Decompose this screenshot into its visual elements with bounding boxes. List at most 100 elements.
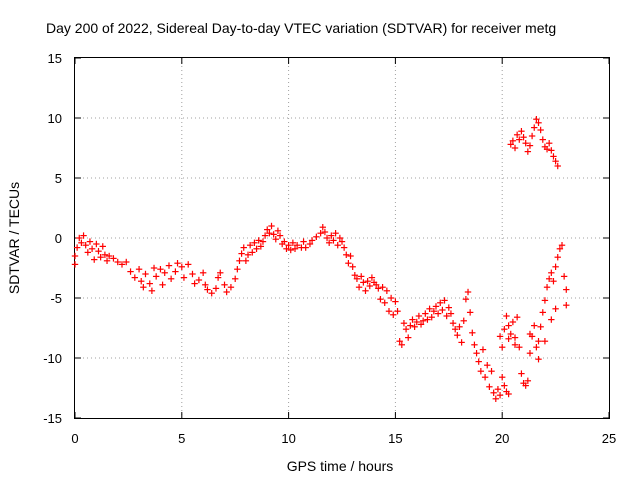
data-point xyxy=(466,309,474,316)
data-point xyxy=(548,147,555,154)
data-point xyxy=(477,368,485,375)
data-point xyxy=(560,273,568,280)
data-point xyxy=(505,390,512,398)
data-point xyxy=(283,245,290,252)
data-point xyxy=(400,320,408,327)
data-point xyxy=(552,158,559,165)
data-point xyxy=(526,350,534,357)
data-point xyxy=(543,284,551,291)
data-point xyxy=(488,368,495,375)
data-point xyxy=(535,119,542,126)
x-tick-label: 10 xyxy=(281,431,295,446)
x-tick-label: 15 xyxy=(388,431,402,446)
data-point xyxy=(548,316,555,323)
data-point xyxy=(422,310,429,317)
data-point xyxy=(556,245,564,252)
data-point xyxy=(439,306,446,314)
data-point xyxy=(511,341,519,348)
data-point xyxy=(334,242,341,249)
data-point xyxy=(157,266,164,273)
data-point xyxy=(317,230,324,237)
data-point xyxy=(135,266,143,273)
data-point xyxy=(411,323,418,330)
data-point xyxy=(513,131,521,138)
data-point xyxy=(554,162,561,170)
data-point xyxy=(240,244,247,251)
data-point xyxy=(417,321,425,328)
data-point xyxy=(447,310,455,317)
data-point xyxy=(424,316,431,323)
data-point xyxy=(174,260,181,267)
data-point xyxy=(232,275,239,282)
data-point xyxy=(563,302,570,309)
data-point xyxy=(471,341,478,348)
data-point xyxy=(71,252,79,260)
data-point xyxy=(73,244,81,251)
data-point xyxy=(217,269,224,276)
data-point xyxy=(114,258,121,266)
data-point xyxy=(543,146,551,153)
data-point xyxy=(353,275,361,282)
data-point xyxy=(131,274,139,281)
data-point xyxy=(167,275,175,282)
data-point xyxy=(413,318,420,326)
data-point xyxy=(97,254,104,261)
data-point xyxy=(204,286,211,293)
data-point xyxy=(238,250,245,257)
data-point xyxy=(364,278,371,285)
data-point xyxy=(244,251,252,258)
data-point xyxy=(545,275,553,282)
data-point xyxy=(268,222,275,230)
data-point xyxy=(368,274,376,281)
data-point xyxy=(531,124,538,131)
data-point xyxy=(274,227,282,234)
data-point xyxy=(554,254,561,261)
data-point xyxy=(496,392,504,399)
data-point xyxy=(535,338,542,345)
data-point xyxy=(242,257,250,264)
data-point xyxy=(105,252,113,260)
data-point xyxy=(507,330,514,338)
data-point xyxy=(101,251,109,258)
data-point xyxy=(496,333,504,340)
data-point xyxy=(520,134,527,141)
y-tick-label: -15 xyxy=(43,411,62,426)
data-point xyxy=(383,287,391,294)
y-tick-label: 5 xyxy=(55,171,62,186)
data-point xyxy=(270,231,277,238)
data-point xyxy=(208,290,215,297)
data-point xyxy=(82,242,89,249)
x-tick-label: 5 xyxy=(178,431,185,446)
data-point xyxy=(291,245,299,252)
data-point xyxy=(221,281,228,288)
data-point xyxy=(441,297,448,304)
data-point xyxy=(236,257,243,264)
data-point xyxy=(375,285,382,292)
data-point xyxy=(191,280,198,287)
data-point xyxy=(396,338,403,345)
data-point xyxy=(507,141,514,148)
data-point xyxy=(490,389,497,396)
data-point xyxy=(405,334,412,341)
data-point xyxy=(257,243,265,250)
data-point xyxy=(550,153,557,160)
data-point xyxy=(509,137,517,144)
data-point xyxy=(91,256,98,263)
data-point xyxy=(338,238,346,245)
data-point xyxy=(227,284,235,291)
data-point xyxy=(323,234,331,242)
data-point xyxy=(178,263,185,270)
data-point xyxy=(150,264,158,272)
data-point xyxy=(432,303,440,310)
data-point xyxy=(253,245,260,252)
data-point xyxy=(266,230,273,237)
data-point xyxy=(537,126,544,134)
data-point xyxy=(349,263,356,270)
axis-ticks: 0 5 10 15 20 25 -15 -10 -5 0 5 10 15 xyxy=(43,51,616,446)
data-point xyxy=(469,329,476,336)
data-point xyxy=(264,226,271,233)
data-point xyxy=(281,238,288,245)
data-point xyxy=(533,116,540,123)
data-point xyxy=(321,228,329,236)
